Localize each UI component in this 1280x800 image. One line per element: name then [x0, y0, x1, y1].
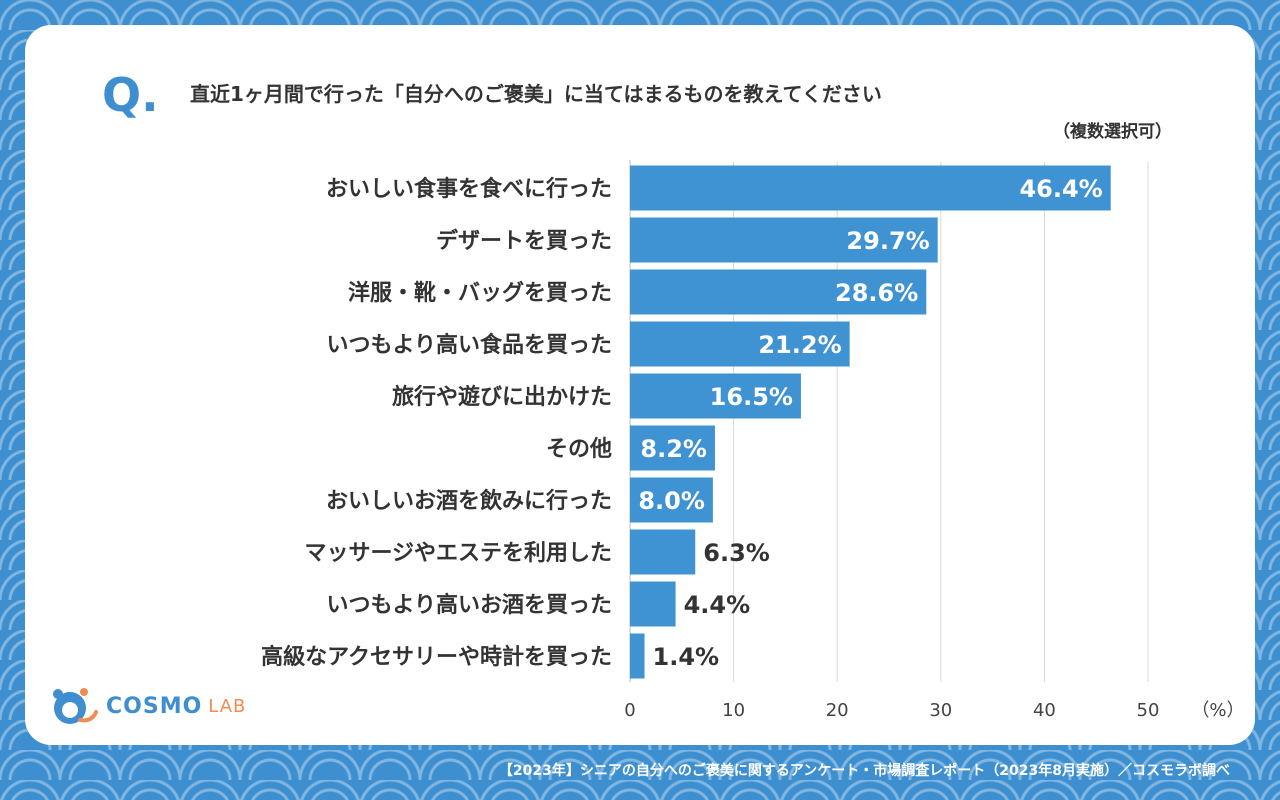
logo-mascot-icon [53, 688, 98, 724]
data-label: 1.4% [653, 643, 720, 671]
question-mark: Q. [102, 68, 159, 122]
data-label: 8.2% [640, 435, 707, 463]
x-tick-label: 20 [826, 700, 849, 721]
x-axis-unit: （%） [1191, 700, 1244, 721]
data-label: 28.6% [835, 279, 918, 307]
bar [630, 269, 927, 315]
x-tick-label: 40 [1033, 700, 1056, 721]
data-label: 46.4% [1019, 175, 1102, 203]
data-label: 4.4% [684, 591, 751, 619]
bar [630, 581, 676, 627]
bar [630, 529, 696, 575]
bar [630, 425, 715, 471]
bar [630, 477, 713, 523]
source-footer: 【2023年】シニアの自分へのご褒美に関するアンケート・市場調査レポート（202… [498, 763, 1230, 779]
data-label: 29.7% [846, 227, 929, 255]
category-label: その他 [546, 437, 612, 462]
question-note: （複数選択可） [1053, 122, 1172, 142]
x-tick-label: 10 [722, 700, 745, 721]
category-label: マッサージやエステを利用した [304, 541, 612, 566]
cosmo-lab-logo: COSMO LAB [48, 686, 246, 726]
category-label: いつもより高い食品を買った [326, 332, 612, 358]
x-tick-label: 30 [929, 700, 952, 721]
x-tick-label: 0 [624, 700, 635, 721]
data-label: 8.0% [638, 487, 705, 515]
question-text: 直近1ヶ月間で行った「自分へのご褒美」に当てはまるものを教えてください [190, 82, 882, 106]
bar [630, 217, 938, 263]
category-label: いつもより高いお酒を買った [326, 592, 612, 618]
category-label: 高級なアクセサリーや時計を買った [261, 644, 612, 670]
bar [630, 633, 645, 679]
data-label: 16.5% [710, 383, 793, 411]
bar [630, 321, 850, 367]
category-label: デザートを買った [436, 228, 612, 254]
category-label: おいしい食事を食べに行った [326, 176, 612, 202]
category-label: 洋服・靴・バッグを買った [348, 280, 612, 306]
category-label: おいしいお酒を飲みに行った [326, 488, 612, 514]
logo-name: COSMO [106, 693, 203, 719]
category-label: 旅行や遊びに出かけた [392, 384, 612, 410]
data-label: 6.3% [703, 539, 770, 567]
bar [630, 165, 1111, 211]
x-tick-label: 50 [1137, 700, 1160, 721]
bar [630, 373, 801, 419]
logo-suffix: LAB [208, 695, 247, 717]
data-label: 21.2% [758, 331, 841, 359]
